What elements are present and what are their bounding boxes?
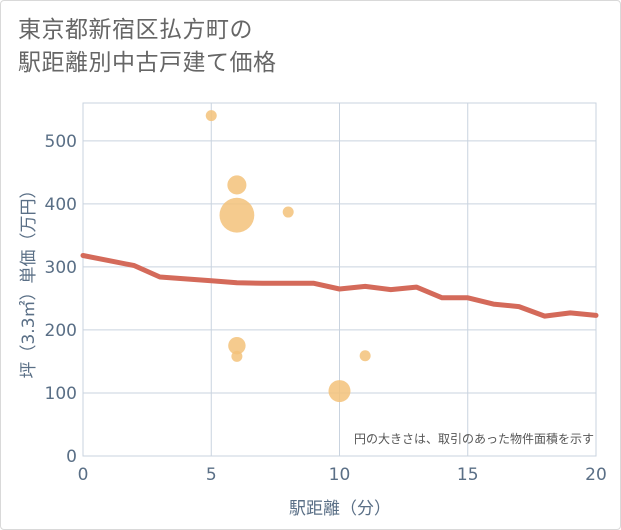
transaction-bubble bbox=[282, 206, 294, 218]
x-tick-label: 10 bbox=[329, 465, 351, 485]
transaction-bubble bbox=[231, 350, 243, 362]
chart-title-line2: 駅距離別中古戸建て価格 bbox=[18, 50, 277, 76]
x-axis-title: 駅距離（分） bbox=[289, 499, 391, 519]
x-tick-label: 20 bbox=[585, 465, 607, 485]
y-tick-label: 500 bbox=[45, 132, 77, 152]
y-tick-label: 0 bbox=[66, 447, 77, 467]
chart-title: 東京都新宿区払方町の 駅距離別中古戸建て価格 bbox=[18, 14, 277, 80]
transaction-bubble bbox=[228, 336, 246, 355]
x-tick-label: 15 bbox=[457, 465, 479, 485]
bubble-size-note: 円の大きさは、取引のあった物件面積を示す bbox=[354, 431, 594, 446]
transaction-bubble bbox=[227, 175, 247, 195]
y-tick-label: 300 bbox=[45, 258, 77, 278]
y-axis-title: 坪（3.3㎡）単価（万円） bbox=[19, 181, 39, 378]
x-tick-label: 5 bbox=[206, 465, 217, 485]
y-tick-label: 100 bbox=[45, 384, 77, 404]
average-price-line bbox=[80, 253, 599, 319]
bubble-layer bbox=[205, 110, 371, 403]
transaction-bubble bbox=[359, 350, 371, 362]
transaction-bubble bbox=[205, 110, 217, 122]
transaction-bubble bbox=[328, 380, 351, 403]
transaction-bubble bbox=[219, 197, 255, 233]
average-line-layer bbox=[80, 253, 599, 319]
x-tick-label: 0 bbox=[78, 465, 89, 485]
chart-title-line1: 東京都新宿区払方町の bbox=[18, 17, 253, 43]
y-tick-label: 200 bbox=[45, 321, 77, 341]
y-tick-label: 400 bbox=[45, 195, 77, 215]
